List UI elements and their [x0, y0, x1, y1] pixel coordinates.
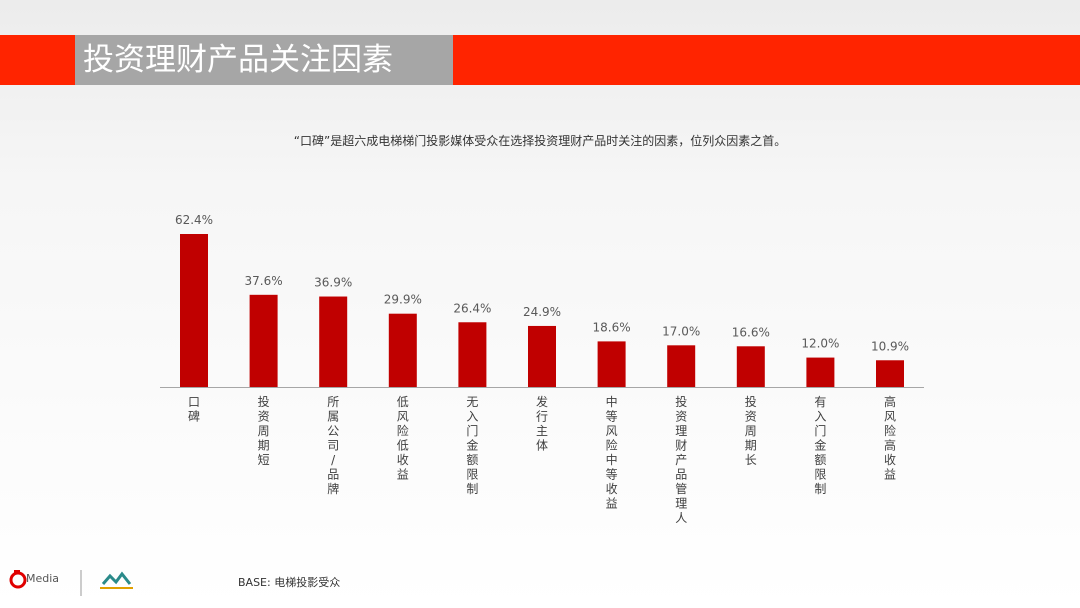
bar — [180, 234, 208, 387]
bar — [667, 345, 696, 387]
bar-value-label: 29.9% — [384, 293, 422, 307]
bar — [736, 346, 765, 387]
chart-subtitle: “口碑”是超六成电梯梯门投影媒体受众在选择投资理财产品时关注的因素，位列众因素之… — [293, 134, 787, 148]
bar — [249, 294, 278, 387]
bar — [806, 357, 835, 387]
bar-value-label: 36.9% — [314, 276, 352, 290]
category-label: 无入门金额限制 — [466, 395, 478, 496]
bar — [876, 360, 904, 387]
brand-logo-icon — [9, 570, 133, 596]
bar — [597, 341, 626, 387]
bar — [528, 325, 556, 387]
bar-value-label: 12.0% — [801, 337, 839, 351]
bar-value-label: 37.6% — [245, 274, 283, 288]
category-label: 口碑 — [188, 395, 200, 424]
bar — [458, 322, 487, 387]
bar — [319, 296, 348, 387]
bar-value-label: 26.4% — [453, 301, 491, 315]
category-label: 低风险低收益 — [397, 395, 409, 482]
bar-chart: 62.4% 口碑 37.6% 投资周期短 36.9% 所属公司/品牌 29.9% 低风险低收益… — [160, 213, 924, 525]
category-label: 投资理财产品管理人 — [675, 394, 687, 525]
category-label: 投资周期短 — [258, 394, 270, 467]
bar-value-label: 16.6% — [732, 325, 770, 339]
category-label: 所属公司/品牌 — [327, 395, 339, 496]
bar-value-label: 17.0% — [662, 324, 700, 338]
category-label: 发行主体 — [536, 394, 548, 453]
category-label: 中等风险中等收益 — [606, 394, 618, 511]
bar-value-label: 62.4% — [175, 213, 213, 227]
category-label: 高风险高收益 — [884, 394, 896, 482]
base-note: BASE: 电梯投影受众 — [238, 576, 341, 589]
category-label: 有入门金额限制 — [814, 395, 826, 496]
page-title: 投资理财产品关注因素 — [75, 35, 453, 85]
bar-value-label: 10.9% — [871, 339, 909, 353]
bar — [388, 313, 417, 387]
bar-value-label: 24.9% — [523, 305, 561, 319]
logo-text: Media — [26, 572, 60, 585]
bar-value-label: 18.6% — [593, 320, 631, 334]
category-label: 投资周期长 — [745, 394, 757, 467]
